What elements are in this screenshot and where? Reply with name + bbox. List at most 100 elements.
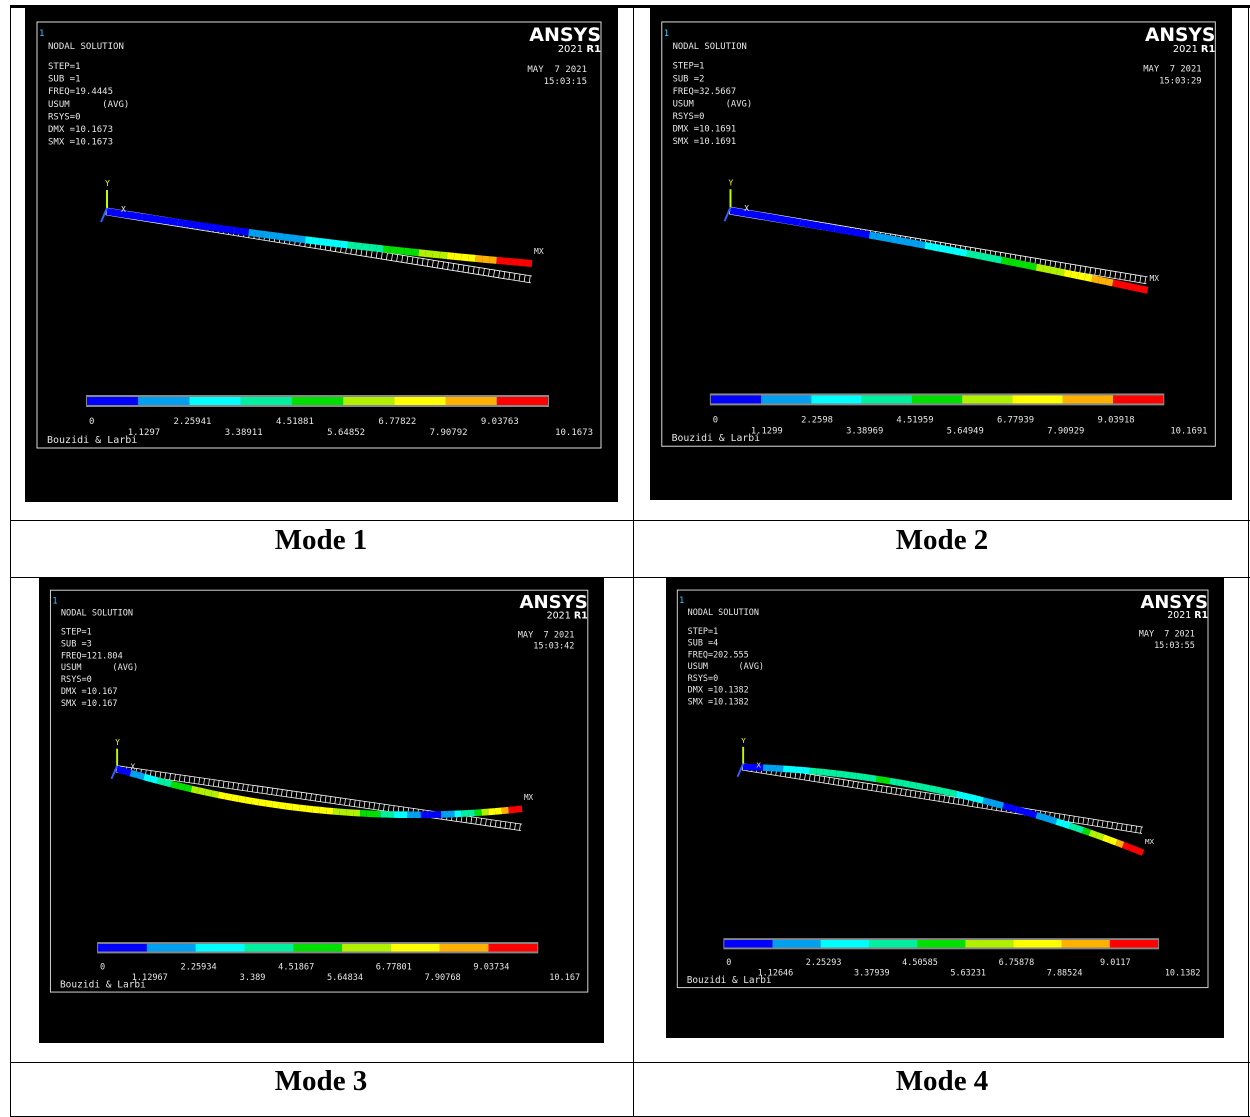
deformed-segment [454, 256, 461, 257]
legend-swatch [1110, 940, 1158, 947]
legend-label: 7.88524 [1047, 968, 1083, 978]
deformed-segment [1085, 277, 1092, 278]
deformed-segment [313, 809, 320, 810]
legend-label: 6.77939 [997, 415, 1034, 425]
solution-title: NODAL SOLUTION [673, 42, 747, 52]
legend-swatch [965, 940, 1013, 947]
deformed-segment [333, 811, 340, 812]
deformed-segment [996, 804, 1003, 806]
deformed-segment [475, 258, 482, 259]
deformed-segment [412, 252, 419, 253]
left-border [10, 5, 11, 1117]
deformed-segment [235, 230, 242, 231]
deformed-segment [305, 240, 312, 241]
info-line: RSYS=0 [61, 675, 92, 685]
deformed-segment [793, 221, 800, 222]
info-line: RSYS=0 [673, 112, 705, 122]
deformed-segment [144, 777, 151, 779]
axis-y: Y [115, 738, 120, 747]
deformed-segment [440, 255, 447, 256]
legend-label: 5.63231 [950, 968, 986, 978]
legend-swatch [394, 397, 445, 405]
time: 15:03:42 [533, 642, 574, 652]
deformed-segment [1016, 263, 1023, 264]
date: MAY 7 2021 [527, 65, 587, 75]
legend-swatch [1113, 395, 1163, 403]
deformed-segment [191, 789, 198, 791]
deformed-segment [205, 792, 212, 793]
deformed-segment [807, 224, 814, 225]
info-line: SUB =1 [48, 75, 81, 85]
deformed-segment [765, 217, 772, 218]
deformed-segment [988, 257, 995, 258]
deformed-segment [263, 234, 270, 235]
deformed-segment [943, 791, 950, 792]
legend-swatch [342, 944, 391, 952]
info-line: FREQ=19.4445 [48, 87, 113, 97]
deformed-segment [1043, 817, 1050, 819]
legend-label: 10.1382 [1165, 968, 1201, 978]
deformed-segment [320, 242, 327, 243]
deformed-segment [910, 785, 917, 786]
date: MAY 7 2021 [1139, 629, 1195, 639]
deformed-segment [1092, 279, 1099, 280]
deformed-segment [1056, 821, 1063, 823]
solution-title: NODAL SOLUTION [688, 607, 759, 617]
deformed-segment [876, 236, 883, 237]
deformed-segment [369, 247, 376, 248]
deformed-segment [327, 242, 334, 243]
legend-swatch [862, 395, 912, 403]
deformed-segment [1029, 266, 1036, 267]
deformed-segment [334, 243, 341, 244]
legend-label: 10.167 [549, 973, 580, 983]
legend-swatch [196, 944, 245, 952]
brand: ANSYS [1145, 25, 1215, 46]
deformed-segment [1099, 280, 1106, 281]
deformed-segment [995, 259, 1002, 260]
deformed-segment [286, 806, 293, 807]
deformed-segment [245, 800, 252, 801]
info-line: SMX =10.1382 [688, 697, 749, 707]
frame [37, 22, 601, 448]
deformed-segment [843, 774, 850, 775]
legend-swatch [912, 395, 962, 403]
deformed-segment [383, 249, 390, 250]
deformed-segment [306, 809, 313, 810]
time: 15:03:55 [1154, 640, 1195, 650]
info-line: USUM (AVG) [61, 663, 138, 673]
legend-label: 7.90768 [425, 973, 461, 983]
deformed-segment [1002, 260, 1009, 261]
info-line: SMX =10.1673 [48, 138, 113, 148]
deformed-segment [525, 263, 532, 264]
legend-label: 6.77822 [378, 417, 416, 427]
legend-swatch [497, 397, 548, 405]
date: MAY 7 2021 [1143, 65, 1201, 75]
legend-swatch [98, 944, 147, 952]
version: 2021 R1 [558, 44, 601, 55]
deformed-segment [1106, 281, 1113, 282]
row-border [10, 1062, 1250, 1063]
max-label: MX [1150, 274, 1160, 283]
axis-y: Y [741, 736, 746, 745]
max-label: MX [534, 247, 544, 256]
deformed-segment [786, 220, 793, 221]
deformed-segment [299, 808, 306, 809]
legend-label: 3.37939 [854, 968, 890, 978]
deformed-segment [896, 782, 903, 783]
deformed-segment [1009, 262, 1016, 263]
deformed-segment [497, 260, 504, 261]
legend-swatch [189, 397, 240, 405]
deformed-segment [870, 778, 877, 779]
deformed-segment [232, 797, 239, 798]
deformed-segment [830, 773, 837, 774]
deformed-segment [482, 259, 489, 260]
legend-swatch [821, 940, 869, 947]
deformed-segment [810, 771, 817, 772]
deformed-segment [131, 773, 138, 775]
legend-label: 4.51959 [896, 415, 933, 425]
deformed-segment [117, 769, 124, 771]
legend-label: 7.90929 [1047, 426, 1084, 436]
axis-x: X [744, 204, 749, 213]
middle-border [633, 5, 634, 1117]
legend-label: 5.64949 [947, 426, 984, 436]
